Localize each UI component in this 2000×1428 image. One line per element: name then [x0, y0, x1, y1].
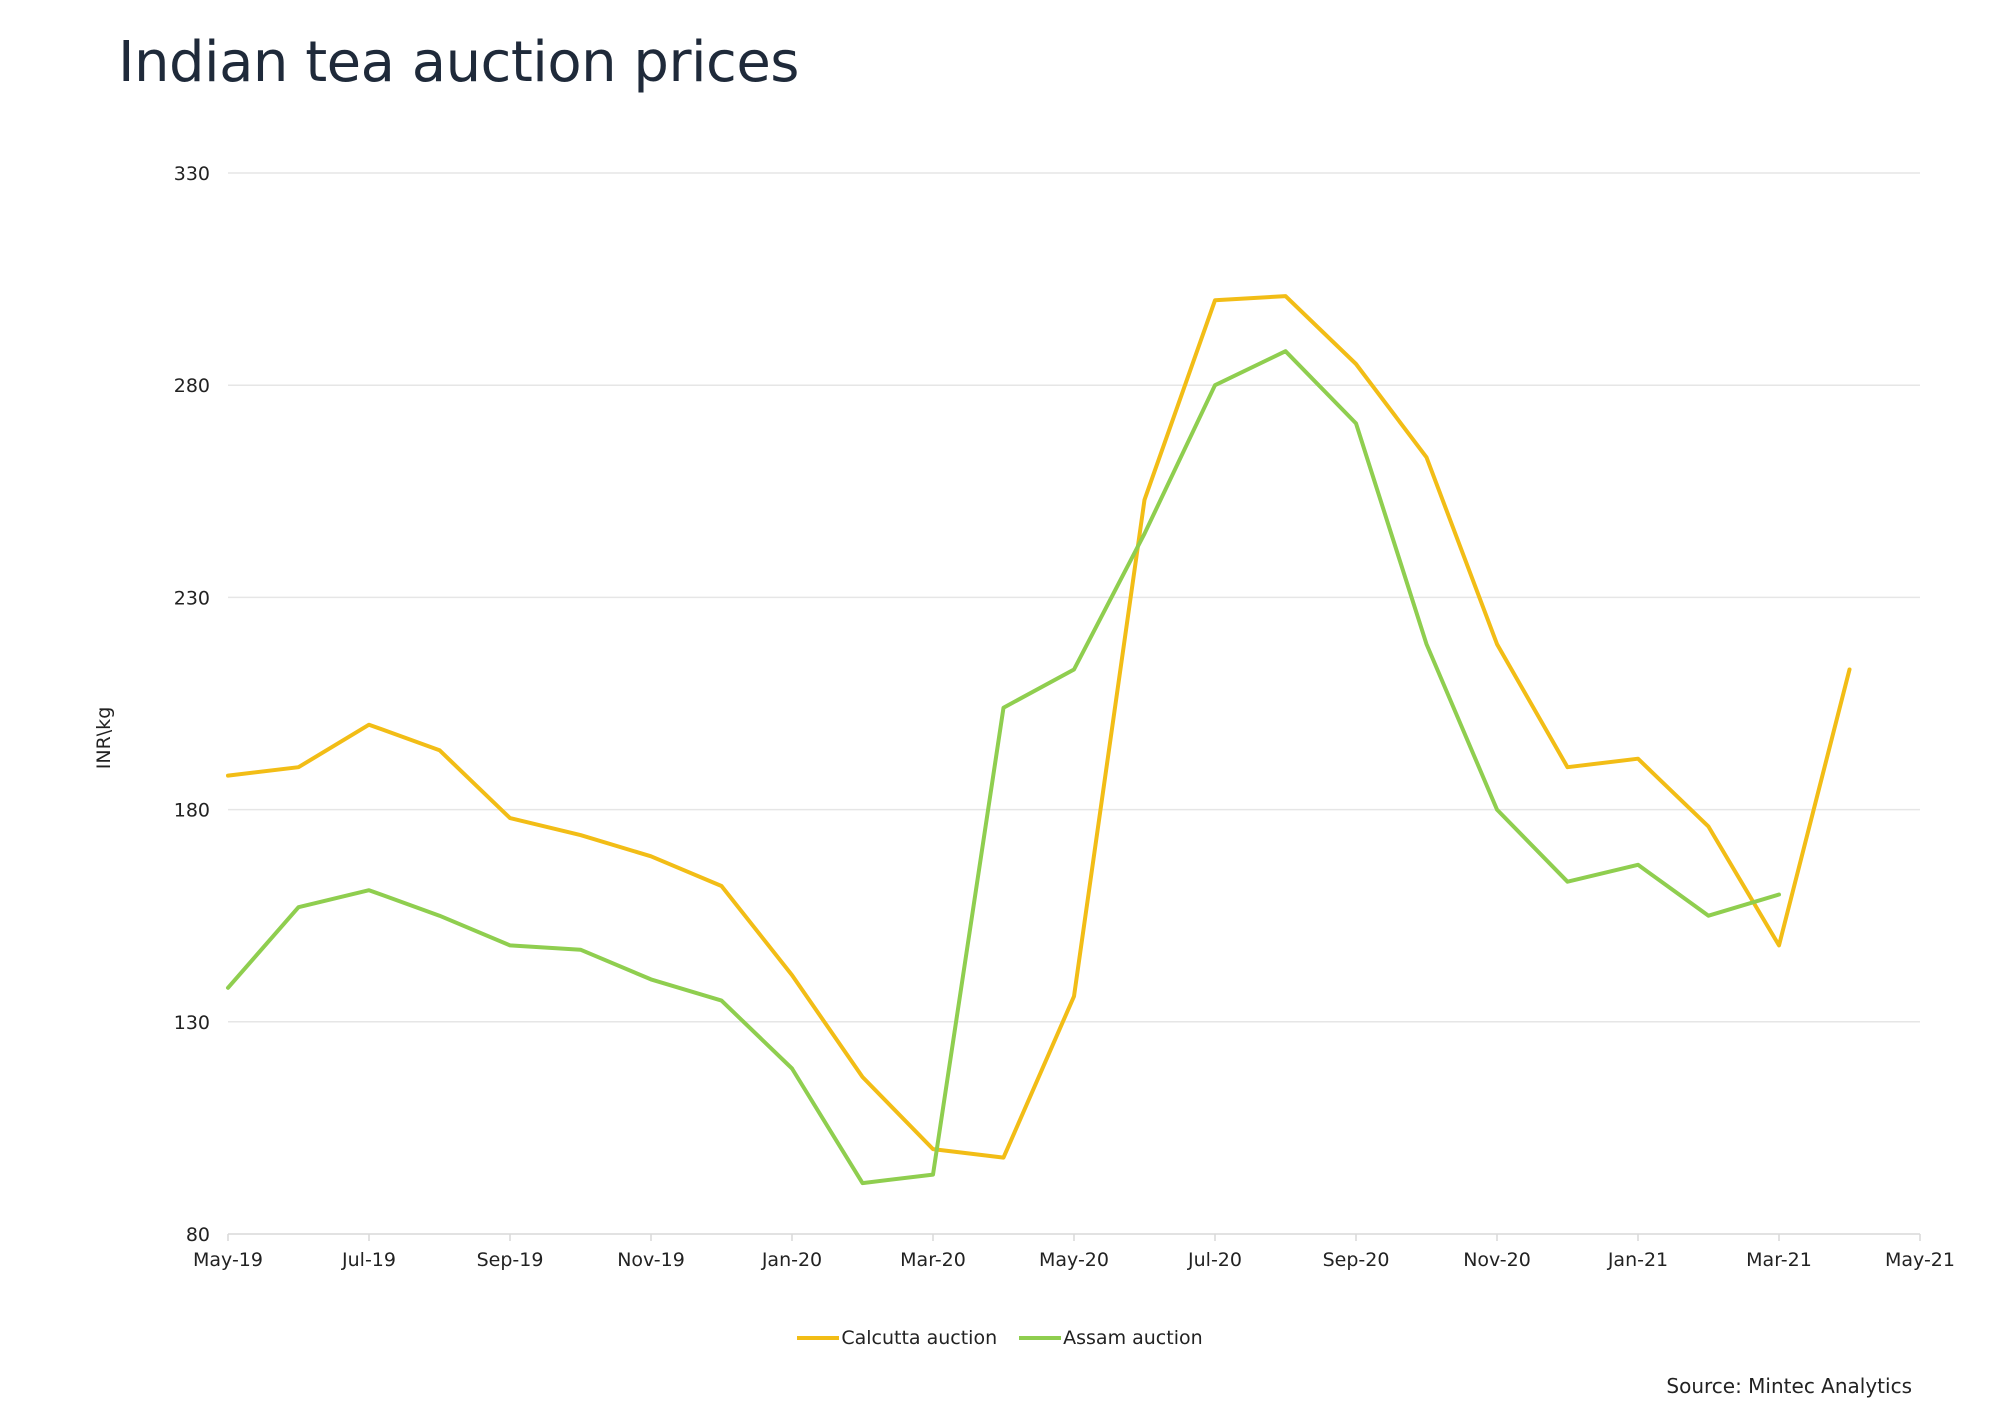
legend-swatch-calcutta [797, 1336, 840, 1340]
legend: Calcutta auction Assam auction [0, 1323, 2000, 1353]
y-tick-label: 180 [174, 800, 210, 822]
series-line-assam [226, 349, 1781, 1186]
x-tick-label: Jan-20 [761, 1249, 822, 1271]
chart-title: Indian tea auction prices [118, 30, 799, 95]
y-tick-label: 130 [174, 1012, 210, 1034]
y-tick-label: 280 [174, 375, 210, 397]
x-tick-label: May-19 [193, 1249, 263, 1271]
legend-item-assam: Assam auction [1019, 1327, 1203, 1349]
x-tick-label: Jan-21 [1607, 1249, 1668, 1271]
source-note: Source: Mintec Analytics [1666, 1374, 1912, 1398]
y-tick-label: 80 [186, 1224, 210, 1246]
series-line-calcutta [226, 294, 1852, 1160]
x-tick-label: Mar-21 [1746, 1249, 1812, 1271]
x-tick-label: Sep-20 [1323, 1249, 1390, 1271]
x-tick-label: May-21 [1885, 1249, 1955, 1271]
gridlines [228, 172, 1920, 1023]
legend-label-assam: Assam auction [1063, 1327, 1203, 1349]
x-tick-label: Jul-20 [1187, 1249, 1242, 1271]
x-tick-label: Sep-19 [477, 1249, 544, 1271]
y-tick-label: 230 [174, 587, 210, 609]
y-tick-label: 330 [174, 163, 210, 185]
legend-label-calcutta: Calcutta auction [841, 1327, 998, 1349]
y-axis-title: INR\kg [93, 707, 115, 769]
x-tick-label: May-20 [1039, 1249, 1109, 1271]
x-tick-label: Mar-20 [900, 1249, 966, 1271]
series-lines [226, 294, 1852, 1186]
legend-item-calcutta: Calcutta auction [797, 1327, 997, 1349]
legend-swatch-assam [1019, 1336, 1062, 1340]
x-tick-label: Jul-19 [341, 1249, 396, 1271]
x-tick-label: Nov-19 [617, 1249, 685, 1271]
axes: 80 130 180 230 280 330 May-19 Jul-19 Sep-19 Nov-1… [174, 163, 1955, 1271]
x-tick-label: Nov-20 [1463, 1249, 1531, 1271]
